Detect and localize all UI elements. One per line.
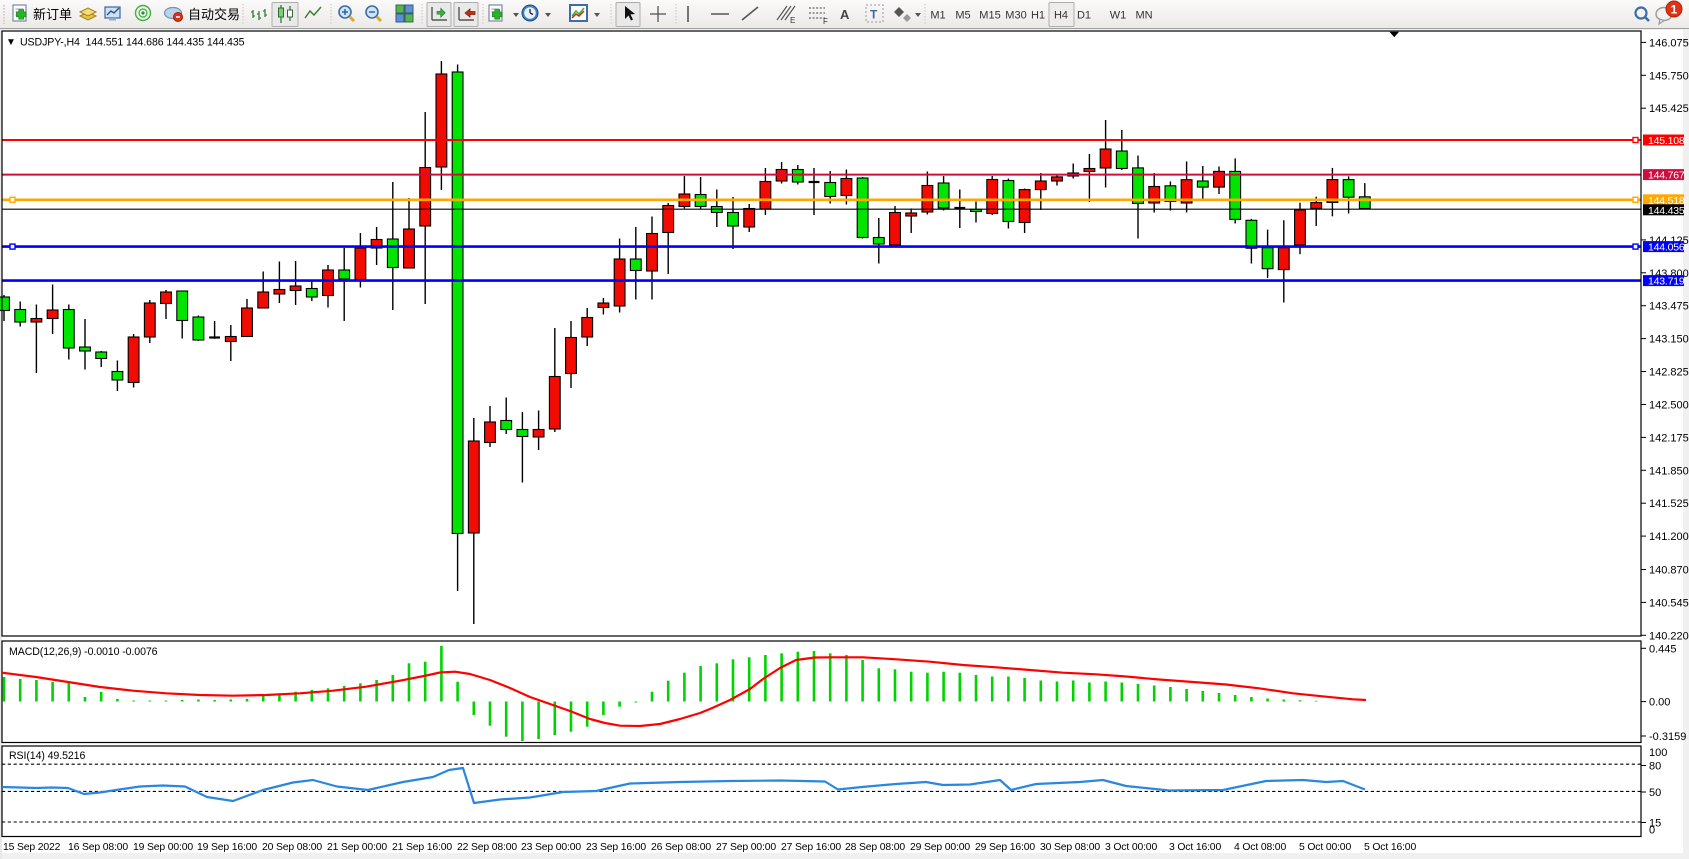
svg-text:143.475: 143.475 [1649, 301, 1689, 313]
svg-text:-0.3159: -0.3159 [1649, 731, 1686, 743]
svg-text:5 Oct 16:00: 5 Oct 16:00 [1364, 842, 1416, 853]
svg-text:22 Sep 08:00: 22 Sep 08:00 [457, 842, 517, 853]
svg-text:50: 50 [1649, 787, 1661, 799]
svg-text:141.525: 141.525 [1649, 498, 1689, 510]
svg-text:27 Sep 00:00: 27 Sep 00:00 [716, 842, 776, 853]
svg-text:28 Sep 08:00: 28 Sep 08:00 [845, 842, 905, 853]
svg-text:M30: M30 [1005, 10, 1026, 22]
svg-text:MACD(12,26,9) -0.0010 -0.0076: MACD(12,26,9) -0.0010 -0.0076 [9, 646, 158, 658]
svg-text:27 Sep 16:00: 27 Sep 16:00 [781, 842, 841, 853]
svg-text:144.518: 144.518 [1648, 195, 1685, 207]
svg-text:16 Sep 08:00: 16 Sep 08:00 [68, 842, 128, 853]
svg-text:145.108: 145.108 [1648, 135, 1685, 147]
svg-text:141.850: 141.850 [1649, 465, 1689, 477]
svg-text:USDJPY-,H4 144.551 144.686 14: USDJPY-,H4 144.551 144.686 144.435 144.4… [20, 37, 245, 49]
svg-text:142.500: 142.500 [1649, 400, 1689, 412]
svg-text:144.435: 144.435 [1648, 205, 1685, 217]
svg-text:23 Sep 16:00: 23 Sep 16:00 [586, 842, 646, 853]
svg-text:D1: D1 [1077, 10, 1091, 22]
svg-text:100: 100 [1649, 747, 1667, 759]
svg-text:H4: H4 [1054, 10, 1068, 22]
svg-text:0.00: 0.00 [1649, 697, 1670, 709]
svg-text:0.445: 0.445 [1649, 643, 1677, 655]
svg-text:19 Sep 00:00: 19 Sep 00:00 [133, 842, 193, 853]
svg-text:15: 15 [1649, 818, 1661, 830]
svg-text:29 Sep 00:00: 29 Sep 00:00 [910, 842, 970, 853]
svg-text:E: E [790, 16, 795, 25]
svg-text:M5: M5 [955, 10, 970, 22]
svg-text:RSI(14) 49.5216: RSI(14) 49.5216 [9, 750, 85, 762]
svg-text:3 Oct 16:00: 3 Oct 16:00 [1169, 842, 1221, 853]
svg-text:▼: ▼ [6, 37, 16, 48]
svg-text:145.425: 145.425 [1649, 103, 1689, 115]
svg-text:1: 1 [1671, 3, 1678, 17]
svg-text:140.870: 140.870 [1649, 565, 1689, 577]
svg-text:143.719: 143.719 [1648, 276, 1685, 288]
svg-text:142.825: 142.825 [1649, 367, 1689, 379]
svg-text:145.750: 145.750 [1649, 70, 1689, 82]
svg-text:140.220: 140.220 [1649, 630, 1689, 642]
svg-text:141.200: 141.200 [1649, 531, 1689, 543]
svg-text:M15: M15 [979, 10, 1000, 22]
svg-text:143.150: 143.150 [1649, 334, 1689, 346]
svg-text:新订单: 新订单 [33, 7, 72, 22]
svg-text:140.545: 140.545 [1649, 597, 1689, 609]
svg-text:4 Oct 08:00: 4 Oct 08:00 [1234, 842, 1286, 853]
svg-text:21 Sep 00:00: 21 Sep 00:00 [327, 842, 387, 853]
svg-text:M1: M1 [930, 10, 945, 22]
svg-text:30 Sep 08:00: 30 Sep 08:00 [1040, 842, 1100, 853]
svg-text:144.767: 144.767 [1648, 170, 1685, 182]
svg-text:MN: MN [1135, 10, 1152, 22]
svg-text:5 Oct 00:00: 5 Oct 00:00 [1299, 842, 1351, 853]
svg-text:19 Sep 16:00: 19 Sep 16:00 [197, 842, 257, 853]
svg-text:3 Oct 00:00: 3 Oct 00:00 [1105, 842, 1157, 853]
svg-text:26 Sep 08:00: 26 Sep 08:00 [651, 842, 711, 853]
svg-text:W1: W1 [1110, 10, 1127, 22]
svg-text:23 Sep 00:00: 23 Sep 00:00 [521, 842, 581, 853]
svg-text:A: A [840, 7, 850, 22]
svg-text:29 Sep 16:00: 29 Sep 16:00 [975, 842, 1035, 853]
svg-text:142.175: 142.175 [1649, 432, 1689, 444]
svg-text:21 Sep 16:00: 21 Sep 16:00 [392, 842, 452, 853]
svg-text:146.075: 146.075 [1649, 37, 1689, 49]
svg-text:20 Sep 08:00: 20 Sep 08:00 [262, 842, 322, 853]
svg-text:H1: H1 [1031, 10, 1045, 22]
svg-text:15 Sep 2022: 15 Sep 2022 [3, 842, 61, 853]
svg-text:F: F [823, 17, 828, 26]
svg-text:80: 80 [1649, 761, 1661, 773]
svg-text:0: 0 [1649, 825, 1655, 837]
svg-text:144.056: 144.056 [1648, 242, 1685, 254]
svg-text:T: T [870, 8, 878, 22]
svg-text:自动交易: 自动交易 [188, 7, 240, 22]
